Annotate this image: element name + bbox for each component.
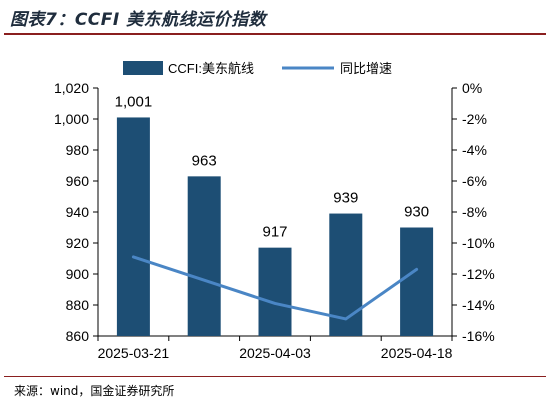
legend-swatch-bars: [123, 61, 163, 75]
bar: [258, 247, 292, 336]
x-tick-label: 2025-03-21: [98, 345, 170, 361]
legend: CCFI:美东航线 同比增速: [123, 61, 392, 76]
data-label: 930: [404, 204, 429, 221]
y-left-tick-label: 860: [66, 328, 90, 344]
y-right-tick-label: 0%: [462, 80, 482, 96]
legend-label-line: 同比增速: [340, 61, 392, 76]
legend-label-bars: CCFI:美东航线: [168, 61, 254, 76]
data-label: 1,001: [115, 93, 153, 110]
source-note: 来源：wind，国金证券研究所: [14, 384, 175, 398]
footer-rule: [4, 376, 546, 377]
y-right-tick-label: -10%: [462, 235, 495, 251]
bars: [116, 117, 434, 336]
title-rule: [4, 33, 546, 35]
y-left-tick-label: 880: [66, 297, 90, 313]
y-left-tick-label: 1,000: [54, 111, 89, 127]
y-right-tick-label: -12%: [462, 266, 495, 282]
data-label: 963: [192, 152, 217, 169]
y-right-tick-label: -2%: [462, 111, 487, 127]
y-right-tick-label: -4%: [462, 142, 487, 158]
data-labels: 1,001 963 917 939 930: [115, 93, 429, 240]
chart-title: 图表7：CCFI 美东航线运价指数: [10, 10, 267, 30]
data-label: 917: [262, 224, 287, 241]
bar: [116, 117, 150, 336]
bar: [400, 227, 434, 336]
y-right-tick-label: -14%: [462, 297, 495, 313]
y-left-tick-label: 940: [66, 204, 90, 220]
y-left-tick-label: 920: [66, 235, 90, 251]
y-right-tick-label: -6%: [462, 173, 487, 189]
y-right-tick-label: -8%: [462, 204, 487, 220]
x-tick-label: 2025-04-03: [239, 345, 311, 361]
axes: 860 880 900 920 940 960 980 1,000 1,020 -16% -14% -…: [54, 80, 495, 361]
y-left-tick-label: 980: [66, 142, 90, 158]
bar: [187, 176, 221, 336]
y-left-tick-label: 1,020: [54, 80, 89, 96]
x-tick-label: 2025-04-18: [381, 345, 453, 361]
y-right-tick-label: -16%: [462, 328, 495, 344]
line-series: [131, 255, 419, 321]
y-left-tick-label: 900: [66, 266, 90, 282]
data-label: 939: [333, 190, 358, 207]
y-left-tick-label: 960: [66, 173, 90, 189]
